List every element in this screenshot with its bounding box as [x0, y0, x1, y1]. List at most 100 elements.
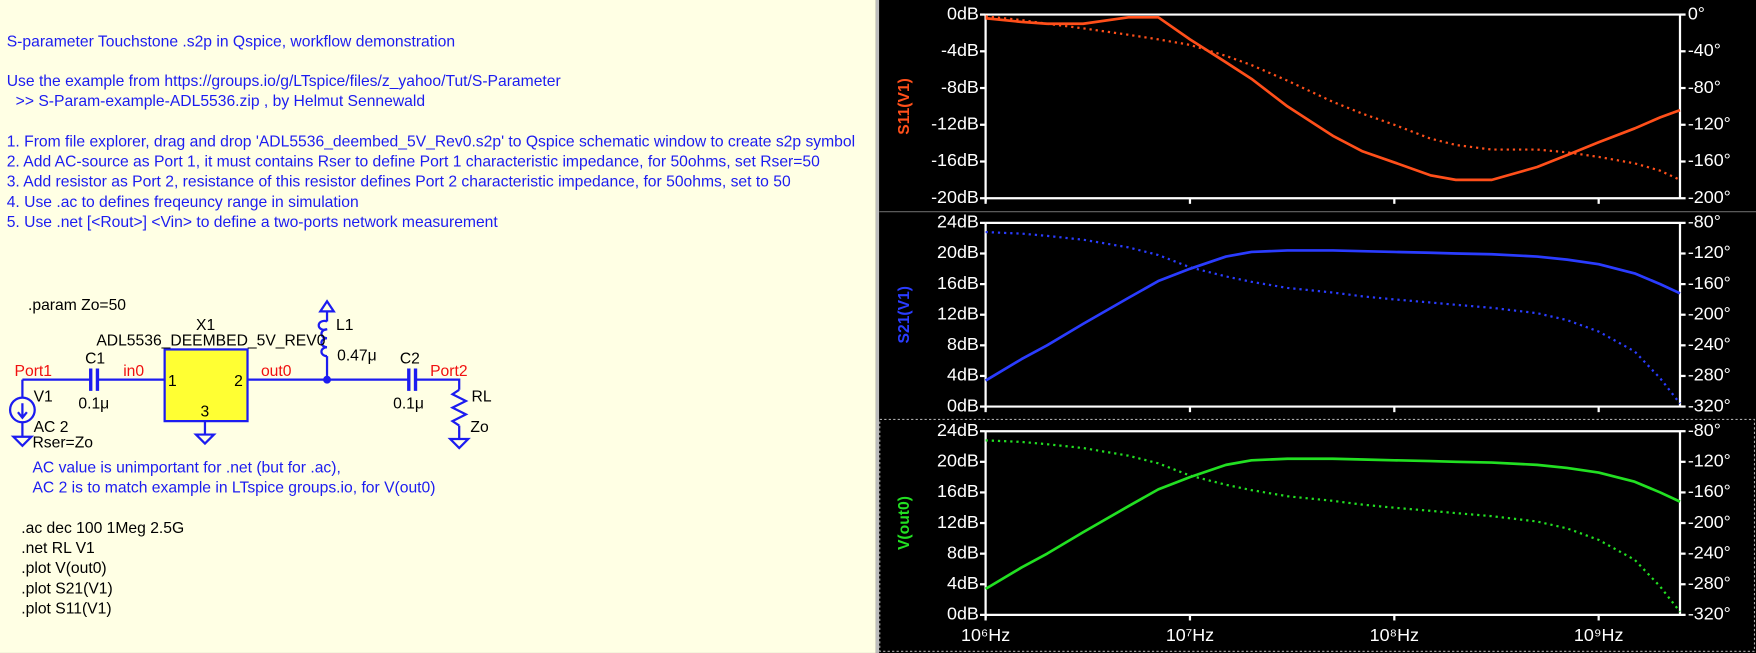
component-model: ADL5536_DEEMBED_5V_REV0 [96, 333, 325, 350]
component-value: Rser=Zo [32, 435, 93, 452]
y2-tick-label: -280° [1688, 573, 1731, 593]
pane-divider [875, 0, 880, 653]
y-tick-label: 24dB [937, 212, 979, 232]
component-value: 0.47μ [337, 347, 377, 364]
y-tick-label: 0dB [947, 3, 979, 23]
y2-tick-label: -40° [1688, 40, 1721, 60]
component-name: V1 [34, 389, 53, 406]
pin-number: 3 [200, 403, 209, 420]
param-directive[interactable]: .param Zo=50 [28, 297, 126, 314]
y2-tick-label: -120° [1688, 451, 1731, 471]
x-tick-label: 10⁹Hz [1574, 625, 1624, 645]
directive[interactable]: .plot S11(V1) [21, 600, 111, 617]
ground [10, 433, 471, 450]
y2-tick-label: 0° [1688, 3, 1705, 23]
y2-tick-label: -320° [1688, 395, 1731, 415]
y-tick-label: 4dB [947, 573, 979, 593]
x-tick-label: 10⁷Hz [1166, 625, 1214, 645]
plot-frame [984, 221, 1682, 410]
component-name: X1 [196, 317, 215, 334]
schematic-pane[interactable] [0, 0, 876, 653]
y2-tick-label: -240° [1688, 334, 1731, 354]
component-value: 0.1μ [78, 395, 109, 412]
plot-frame [984, 13, 1682, 202]
note: >> S-Param-example-ADL5536.zip , by Helm… [16, 93, 425, 110]
y-tick-label: 16dB [937, 481, 979, 501]
y-tick-label: 20dB [937, 451, 979, 471]
net-label: out0 [261, 363, 292, 380]
y-tick-label: 8dB [947, 542, 979, 562]
y-tick-label: 24dB [937, 420, 979, 440]
y-axis-label: S11(V1) [896, 78, 913, 135]
magnitude-trace [984, 457, 1681, 591]
y-tick-label: 0dB [947, 604, 979, 624]
x-tick-label: 10⁸Hz [1370, 625, 1419, 645]
y2-tick-label: -200° [1688, 303, 1731, 323]
component-value: Zo [470, 419, 489, 436]
y2-tick-label: -280° [1688, 365, 1731, 385]
y2-tick-label: -320° [1688, 604, 1731, 624]
phase-trace [985, 15, 1681, 181]
net-label: in0 [123, 363, 144, 380]
capacitor-plates [89, 368, 418, 391]
note: 4. Use .ac to defines freqeuncy range in… [7, 194, 359, 211]
y-tick-label: -8dB [941, 77, 979, 97]
junction [323, 375, 331, 384]
component-name: C2 [400, 351, 420, 368]
y2-tick-label: -120° [1688, 242, 1731, 262]
y-tick-label: 12dB [937, 512, 979, 532]
note: Use the example from https://groups.io/g… [7, 73, 561, 90]
directive[interactable]: .plot V(out0) [21, 560, 106, 577]
component-name: L1 [336, 317, 353, 334]
y-tick-label: -20dB [931, 187, 979, 207]
component-value: 0.1μ [393, 395, 424, 412]
y2-tick-label: -80° [1688, 212, 1721, 232]
directive[interactable]: .plot S21(V1) [21, 580, 112, 597]
plot-frame [984, 430, 1682, 619]
y2-tick-label: -160° [1688, 481, 1731, 501]
y2-tick-label: -240° [1688, 542, 1731, 562]
y2-tick-label: -160° [1688, 273, 1731, 293]
component-name: RL [472, 389, 492, 406]
note: 1. From file explorer, drag and drop 'AD… [7, 133, 855, 150]
x-tick-label: 10⁶Hz [961, 625, 1010, 645]
component-name: C1 [85, 351, 105, 368]
y2-tick-label: -160° [1688, 150, 1731, 170]
inductor[interactable] [317, 319, 328, 358]
y-tick-label: 16dB [937, 273, 979, 293]
schematic: .param Zo=50 X1 ADL5536_DEEMBED_5V_REV0 … [8, 297, 492, 617]
resistor[interactable] [449, 388, 469, 427]
y-tick-label: 8dB [947, 334, 979, 354]
magnitude-trace [985, 15, 1681, 182]
y-tick-label: 20dB [937, 242, 979, 262]
component-value: AC 2 [34, 419, 69, 436]
y2-tick-label: -80° [1688, 420, 1721, 440]
source[interactable] [8, 396, 36, 424]
y-tick-label: 4dB [947, 365, 979, 385]
y2-tick-label: -80° [1688, 77, 1721, 97]
y2-tick-label: -120° [1688, 114, 1731, 134]
y-tick-label: -16dB [931, 150, 979, 170]
note: 2. Add AC-source as Port 1, it must cont… [7, 154, 820, 171]
y-tick-label: 0dB [947, 395, 979, 415]
directive[interactable]: .ac dec 100 1Meg 2.5G [21, 520, 184, 537]
wire [21, 311, 329, 437]
pin-number: 2 [234, 373, 243, 390]
y-axis-label: V(out0) [896, 496, 913, 550]
net-label: Port2 [430, 363, 467, 380]
note: 3. Add resistor as Port 2, resistance of… [7, 174, 791, 191]
y-tick-label: -12dB [931, 114, 979, 134]
comment: AC value is unimportant for .net (but fo… [32, 459, 340, 476]
note: S-parameter Touchstone .s2p in Qspice, w… [7, 34, 455, 51]
supply-arrow [318, 299, 336, 313]
directive[interactable]: .net RL V1 [21, 540, 94, 557]
source-arrow [17, 403, 28, 420]
magnitude-trace [984, 249, 1681, 382]
waveform-pane[interactable] [879, 0, 1756, 653]
net-label: Port1 [15, 363, 52, 380]
note: 5. Use .net [<Rout>] <Vin> to define a t… [7, 214, 499, 231]
y-tick-label: -4dB [941, 40, 979, 60]
